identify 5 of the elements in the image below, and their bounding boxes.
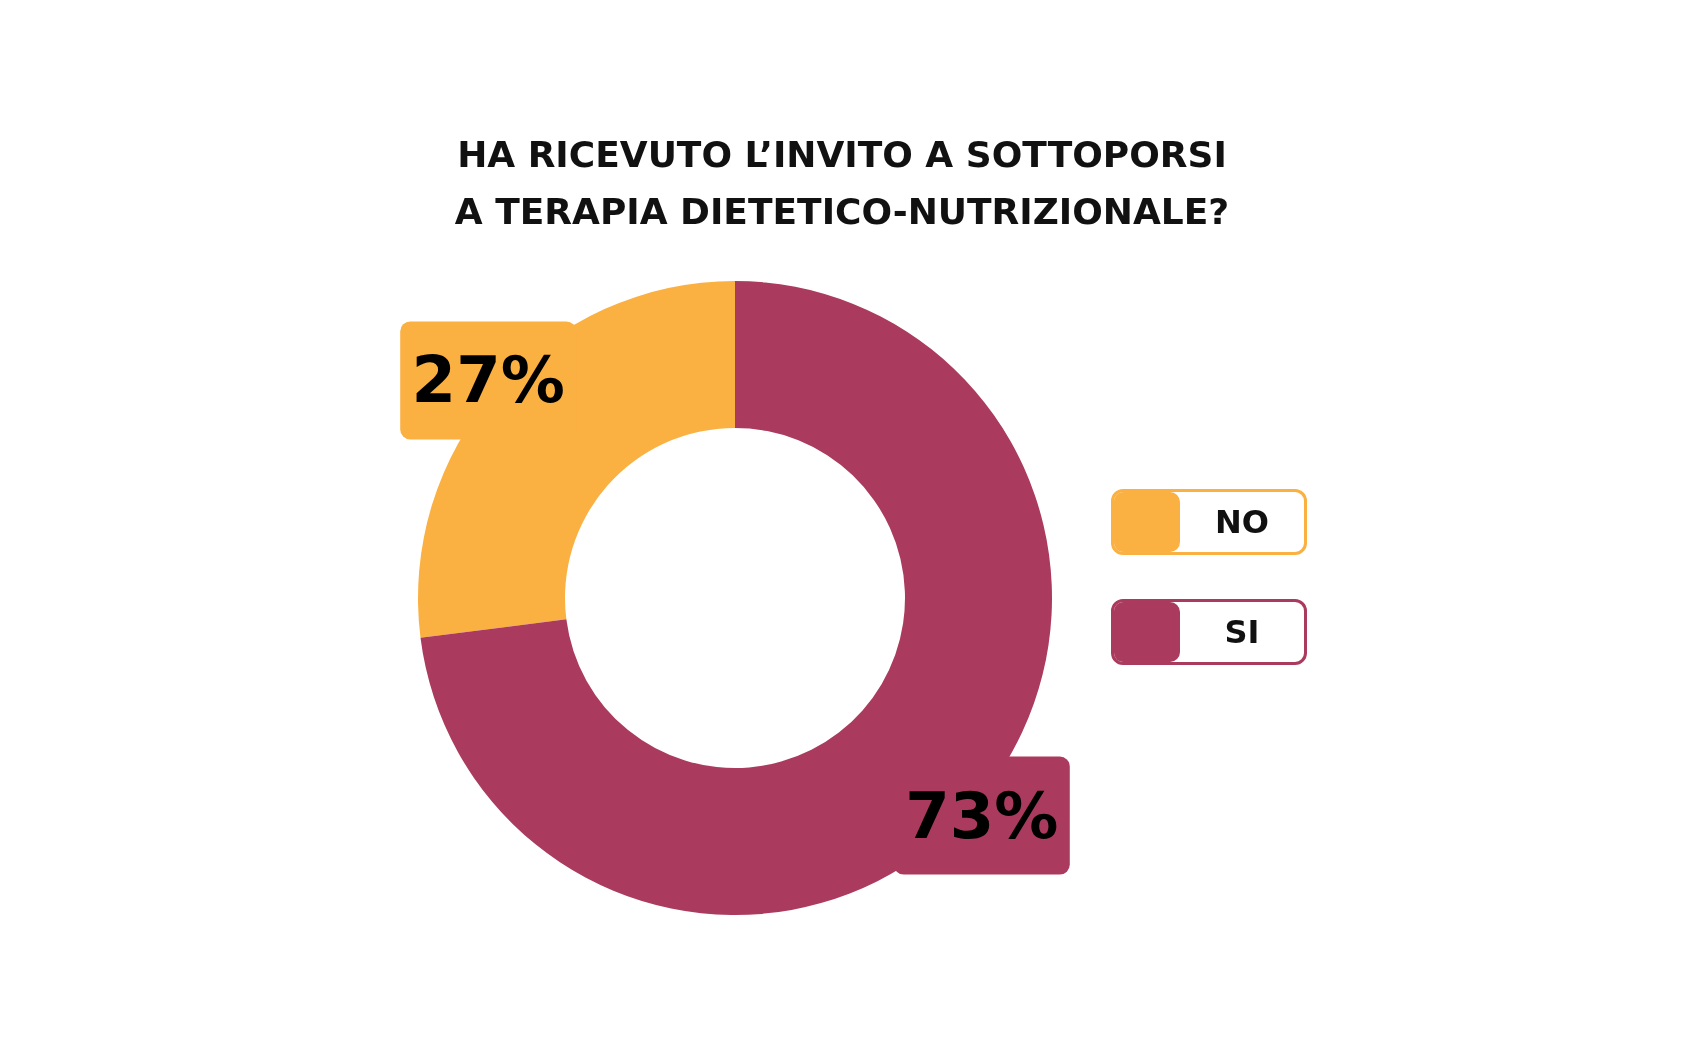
legend-label: NO xyxy=(1214,502,1270,543)
data-label: 73% xyxy=(905,778,1059,853)
legend-label: SI xyxy=(1223,612,1261,653)
chart-title: HA RICEVUTO L’INVITO A SOTTOPORSI A TERAPIA DIETETICO-NUTRIZIONALE? xyxy=(453,133,1231,234)
data-label: 27% xyxy=(411,343,565,418)
